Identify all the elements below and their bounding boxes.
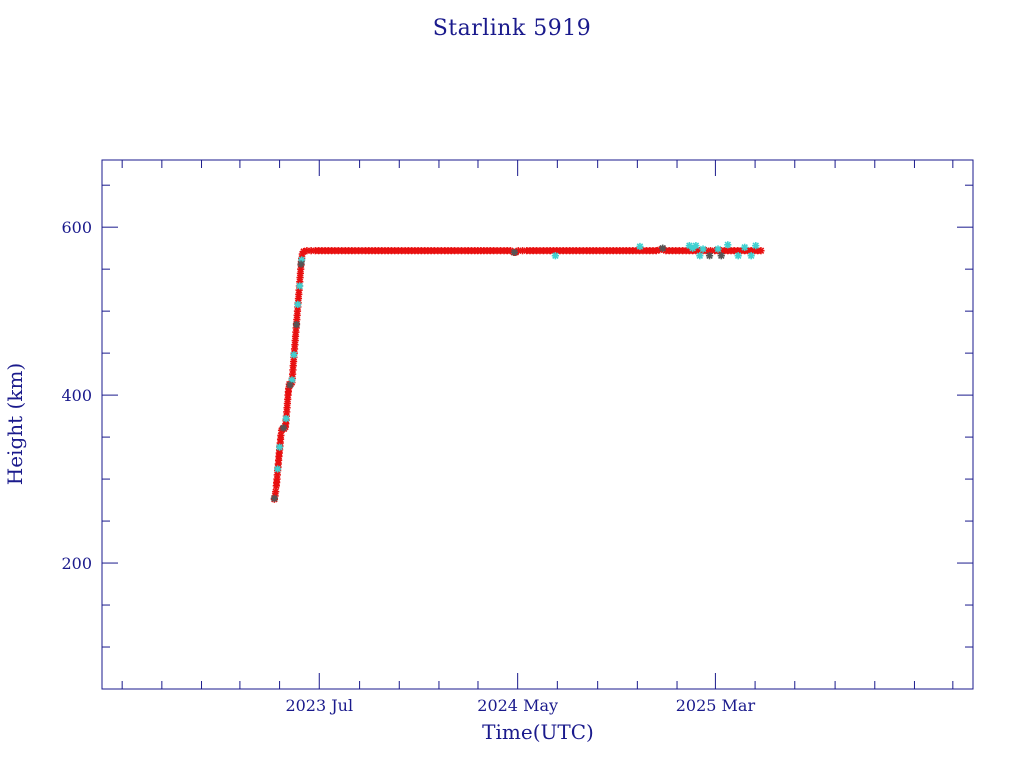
- data-point: [724, 241, 732, 249]
- x-tick-label: 2024 May: [477, 696, 558, 715]
- data-point: [279, 424, 288, 432]
- axis-tick-labels: 200 400 600 2023 Jul 2024 May 2025 Mar: [61, 218, 755, 715]
- data-point: [296, 282, 304, 290]
- data-point: [282, 415, 290, 423]
- data-point: [275, 443, 284, 451]
- chart-title: Starlink 5919: [432, 16, 592, 41]
- data-point: [274, 465, 282, 473]
- data-point: [272, 488, 280, 496]
- y-axis-label: Height (km): [3, 363, 27, 485]
- data-point: [692, 242, 700, 250]
- x-tick-label: 2023 Jul: [285, 696, 353, 715]
- data-point: [734, 252, 742, 260]
- plot-frame: [101, 159, 974, 690]
- data-point: [757, 247, 765, 255]
- data-point: [286, 381, 294, 389]
- data-point: [741, 243, 749, 251]
- data-point: [747, 252, 755, 260]
- data-point: [659, 244, 667, 252]
- data-point: [717, 252, 725, 260]
- data-point: [699, 245, 707, 253]
- data-point: [294, 300, 302, 309]
- data-point: [297, 260, 305, 268]
- data-point: [752, 242, 760, 250]
- y-tick-label: 400: [61, 386, 92, 405]
- data-point: [714, 245, 722, 253]
- y-tick-label: 600: [61, 218, 92, 237]
- data-point: [290, 351, 298, 359]
- data-point: [705, 252, 714, 260]
- y-tick-label: 200: [61, 554, 92, 573]
- data-point: [696, 252, 704, 260]
- x-axis-label: Time(UTC): [482, 720, 594, 744]
- axis-ticks: [102, 160, 973, 689]
- data-point: [636, 242, 644, 251]
- data-points: [270, 241, 765, 503]
- data-point: [270, 494, 278, 502]
- data-point: [551, 252, 559, 260]
- x-tick-label: 2025 Mar: [676, 696, 756, 715]
- data-point: [292, 320, 301, 329]
- plot-border: [101, 159, 974, 690]
- data-point: [510, 248, 519, 256]
